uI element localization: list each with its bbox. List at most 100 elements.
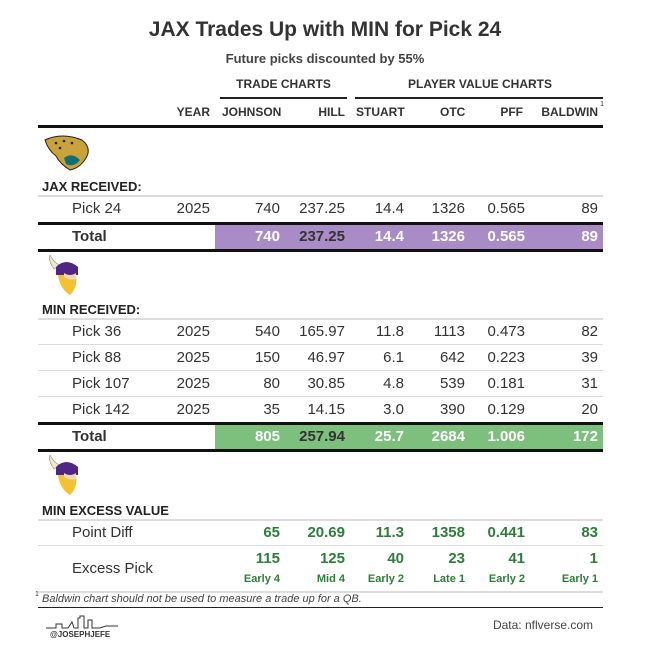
pff-value: 0.473: [487, 323, 525, 340]
pff-value: 0.223: [487, 349, 525, 366]
otc-total: 1326: [431, 228, 465, 245]
col-year: YEAR: [176, 105, 210, 119]
johnson-value: 80: [263, 375, 280, 392]
total-label: Total: [72, 428, 107, 445]
col-hill: HILL: [318, 105, 345, 119]
baldwin-value: 82: [581, 323, 598, 340]
group-underline: [355, 97, 603, 99]
otc-value: 1326: [431, 200, 465, 217]
excess-round-row: Early 4 Mid 4 Early 2 Late 1 Early 2 Ear…: [38, 569, 603, 589]
total-rule: [38, 222, 603, 225]
jax-total-row: Total 740 237.25 14.4 1326 0.565 89: [38, 225, 603, 249]
hill-pick: 125: [319, 550, 345, 567]
total-rule: [38, 422, 603, 425]
pff-pick: 41: [508, 550, 525, 567]
table-row: Pick 24 2025 740 237.25 14.4 1326 0.565 …: [38, 196, 603, 222]
jaguars-logo: [44, 135, 89, 171]
stuart-diff: 11.3: [375, 524, 404, 541]
footnote: Baldwin chart should not be used to meas…: [42, 593, 362, 605]
group-trade-charts: TRADE CHARTS: [236, 77, 331, 91]
pff-round: Early 2: [488, 573, 525, 585]
otc-value: 1113: [433, 323, 465, 340]
hill-value: 46.97: [307, 349, 345, 366]
baldwin-value: 20: [581, 401, 598, 418]
divider: [38, 519, 603, 521]
baldwin-round: Early 1: [561, 573, 598, 585]
table-row: Pick 88 2025 150 46.97 6.1 642 0.223 39: [38, 345, 603, 371]
stuart-total: 14.4: [374, 228, 404, 245]
pick-name: Pick 88: [72, 349, 122, 366]
year-value: 2025: [176, 349, 210, 366]
total-highlight: [215, 225, 603, 249]
min-received-label: MIN RECEIVED:: [42, 302, 141, 317]
otc-pick: 23: [448, 550, 465, 567]
group-underline: [220, 97, 347, 99]
baldwin-value: 89: [581, 200, 598, 217]
divider: [38, 396, 603, 397]
year: 2025: [176, 200, 210, 217]
col-johnson: JOHNSON: [222, 105, 282, 119]
johnson-total: 740: [254, 228, 280, 245]
col-pff: PFF: [500, 105, 523, 119]
footnote-mark: 1: [35, 591, 39, 598]
pick-name: Pick 142: [72, 401, 130, 418]
johnson-value: 35: [263, 401, 280, 418]
hill-value: 14.15: [307, 401, 345, 418]
divider: [38, 195, 603, 197]
stuart-value: 3.0: [383, 401, 404, 418]
col-stuart: STUART: [356, 105, 405, 119]
otc-value: 539: [439, 375, 465, 392]
stuart-value: 6.1: [383, 349, 404, 366]
otc-value: 390: [439, 401, 465, 418]
table-row: Pick 36 2025 540 165.97 11.8 1113 0.473 82: [38, 319, 603, 345]
footer-rule: [38, 607, 603, 608]
stuart-value: 14.4: [374, 200, 404, 217]
credit: @JOSEPHJEFE: [50, 630, 111, 639]
vikings-logo: [49, 255, 78, 295]
baldwin-value: 39: [581, 349, 598, 366]
pff-value: 0.129: [487, 401, 525, 418]
johnson-value: 540: [254, 323, 280, 340]
table-row: Pick 142 2025 35 14.15 3.0 390 0.129 20: [38, 397, 603, 423]
johnson-total: 805: [254, 428, 280, 445]
hill-value: 237.25: [299, 200, 345, 217]
divider: [38, 370, 603, 371]
baldwin-total: 172: [572, 428, 598, 445]
hill-value: 165.97: [299, 323, 345, 340]
total-rule: [38, 449, 603, 452]
otc-diff: 1358: [431, 524, 465, 541]
otc-value: 642: [439, 349, 465, 366]
hill-value: 30.85: [307, 375, 345, 392]
pff-diff: 0.441: [487, 524, 525, 541]
pff-value: 0.565: [487, 200, 525, 217]
stuart-value: 4.8: [383, 375, 404, 392]
min-total-row: Total 805 257.94 25.7 2684 1.006 172: [38, 425, 603, 449]
hill-diff: 20.69: [307, 524, 345, 541]
johnson-pick: 115: [255, 550, 280, 567]
hill-total: 257.94: [299, 428, 345, 445]
stuart-value: 11.8: [375, 323, 404, 340]
title: JAX Trades Up with MIN for Pick 24: [148, 18, 502, 41]
min-excess-label: MIN EXCESS VALUE: [42, 503, 169, 518]
stuart-round: Early 2: [367, 573, 404, 585]
total-highlight: [215, 425, 603, 449]
baldwin-pick: 1: [589, 550, 598, 567]
col-baldwin: BALDWIN: [541, 105, 598, 119]
pick-name: Pick 24: [72, 200, 122, 217]
baldwin-diff: 83: [581, 524, 598, 541]
divider: [38, 591, 603, 593]
data-source: Data: nflverse.com: [492, 618, 593, 632]
pff-total: 1.006: [487, 428, 525, 445]
stuart-total: 25.7: [374, 428, 404, 445]
point-diff-label: Point Diff: [72, 524, 133, 541]
point-diff-row: Point Diff 65 20.69 11.3 1358 0.441 83: [38, 520, 603, 546]
otc-round: Late 1: [433, 573, 465, 585]
year-value: 2025: [176, 323, 210, 340]
johnson-value: 150: [254, 349, 280, 366]
baldwin-total: 89: [581, 228, 598, 245]
group-player-value-charts: PLAYER VALUE CHARTS: [407, 77, 553, 91]
skyline-logo: [46, 615, 118, 629]
otc-total: 2684: [431, 428, 465, 445]
pick-name: Pick 107: [72, 375, 130, 392]
